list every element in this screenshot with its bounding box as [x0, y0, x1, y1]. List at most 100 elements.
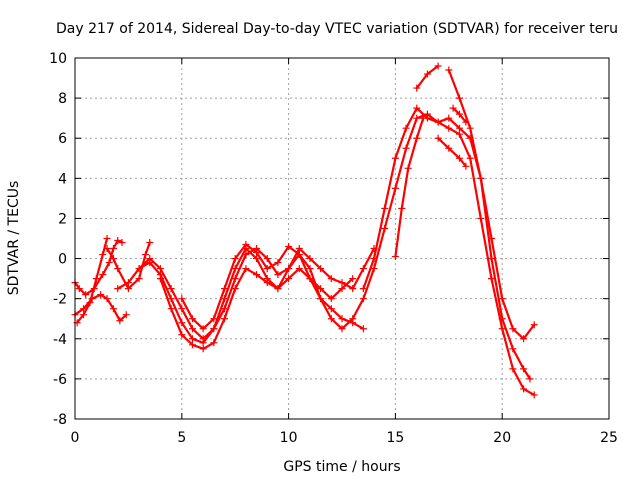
data-point	[295, 265, 303, 273]
data-point	[231, 275, 239, 283]
data-point	[317, 285, 325, 293]
x-tick-label: 20	[493, 430, 511, 446]
data-point	[221, 315, 229, 323]
data-point	[520, 335, 528, 343]
data-point	[263, 255, 271, 263]
data-series	[71, 62, 538, 399]
data-point	[295, 245, 303, 253]
data-point	[445, 114, 453, 122]
data-point	[285, 265, 293, 273]
data-point	[530, 321, 538, 329]
axis-ticks: 0 5 10 15 20 25 -8 -6 -4 -2 0 2 4 6 8 10	[49, 51, 618, 446]
data-point	[530, 391, 538, 399]
series-arc-1	[71, 237, 126, 299]
data-point	[327, 295, 335, 303]
y-tick-label: -8	[53, 412, 67, 428]
data-point	[413, 104, 421, 112]
data-point	[359, 265, 367, 273]
data-point	[231, 285, 239, 293]
data-point	[520, 365, 528, 373]
data-point	[210, 325, 218, 333]
data-point	[445, 124, 453, 132]
data-point	[338, 279, 346, 287]
data-point	[295, 251, 303, 259]
data-point	[498, 315, 506, 323]
data-point	[103, 235, 111, 242]
data-point	[338, 285, 346, 293]
data-point	[263, 265, 271, 273]
series-line	[159, 267, 365, 350]
data-point	[359, 295, 367, 303]
data-point	[221, 295, 229, 303]
y-tick-label: 2	[58, 211, 67, 227]
data-point	[122, 311, 130, 319]
series-arc-9	[359, 104, 534, 383]
data-point	[370, 265, 378, 273]
series-arc-3	[73, 235, 111, 327]
data-point	[477, 214, 485, 222]
data-point	[413, 134, 421, 142]
data-point	[188, 315, 196, 323]
data-point	[92, 275, 100, 283]
data-point	[210, 339, 218, 347]
data-point	[124, 279, 132, 287]
data-point	[199, 339, 207, 347]
y-axis-label: SDTVAR / TECUs	[6, 181, 22, 296]
data-point	[109, 305, 117, 313]
x-tick-label: 25	[600, 430, 618, 446]
data-point	[317, 265, 325, 273]
data-point	[178, 319, 186, 327]
x-axis-label: GPS time / hours	[283, 459, 400, 475]
data-point	[146, 239, 154, 247]
data-point	[114, 265, 122, 273]
data-point	[419, 114, 427, 122]
data-point	[231, 255, 239, 263]
data-point	[242, 265, 250, 273]
series-arc-14	[449, 104, 470, 126]
data-point	[167, 285, 175, 293]
series-line	[138, 113, 536, 396]
data-point	[349, 275, 357, 283]
y-tick-label: 8	[58, 91, 67, 107]
data-point	[199, 325, 207, 333]
x-tick-label: 5	[177, 430, 186, 446]
data-point	[231, 265, 239, 273]
data-point	[445, 66, 453, 74]
data-point	[253, 249, 261, 257]
data-point	[477, 174, 485, 182]
data-point	[349, 319, 357, 327]
data-point	[274, 259, 282, 267]
data-point	[413, 84, 421, 92]
data-point	[116, 317, 124, 325]
data-point	[391, 154, 399, 162]
data-point	[423, 70, 431, 78]
y-tick-label: 6	[58, 131, 67, 147]
data-point	[178, 295, 186, 303]
data-point	[274, 271, 282, 279]
data-point	[498, 295, 506, 303]
data-point	[327, 275, 335, 283]
data-point	[391, 253, 399, 261]
data-point	[488, 235, 496, 242]
data-point	[509, 325, 517, 333]
data-point	[242, 241, 250, 249]
data-point	[221, 285, 229, 293]
y-tick-label: 0	[58, 252, 67, 268]
data-point	[462, 118, 470, 126]
data-point	[434, 134, 442, 142]
data-point	[509, 345, 517, 353]
data-point	[103, 295, 111, 303]
data-point	[199, 345, 207, 353]
series-line	[73, 293, 128, 322]
series-arc-7	[156, 265, 367, 353]
y-tick-label: 10	[49, 51, 67, 67]
data-point	[449, 104, 457, 112]
data-point	[398, 204, 406, 212]
data-point	[141, 251, 149, 259]
data-point	[135, 275, 143, 283]
data-point	[188, 335, 196, 343]
series-arc-8	[178, 241, 357, 333]
data-point	[445, 144, 453, 152]
data-point	[526, 375, 534, 383]
data-point	[455, 154, 463, 162]
